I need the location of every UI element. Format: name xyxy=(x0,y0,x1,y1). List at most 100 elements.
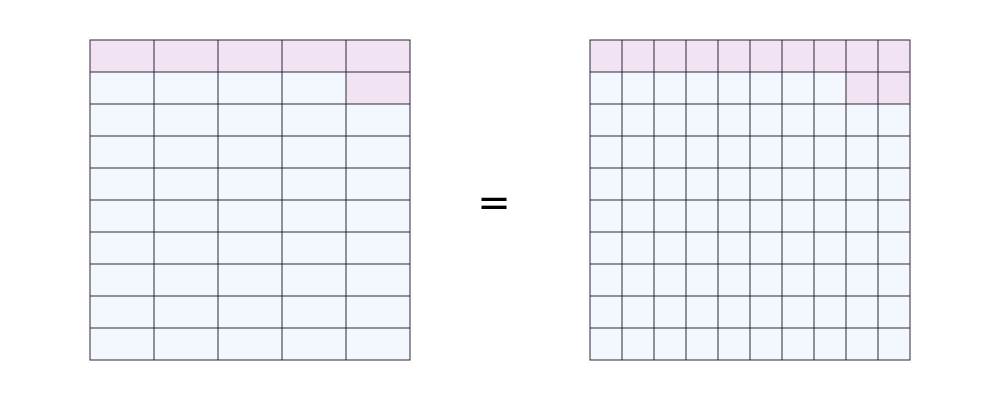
grid-cell xyxy=(813,327,847,361)
highlighted-cell xyxy=(749,39,783,73)
grid-cell xyxy=(781,71,815,105)
grid-cell xyxy=(217,295,283,329)
grid-cell xyxy=(653,295,687,329)
grid-cell xyxy=(89,71,155,105)
grid-cell xyxy=(281,231,347,265)
grid-cell xyxy=(845,263,879,297)
grid-cell xyxy=(153,103,219,137)
grid-cell xyxy=(685,167,719,201)
grid-cell xyxy=(653,263,687,297)
grid-cell xyxy=(345,135,411,169)
grid-cell xyxy=(217,199,283,233)
grid-cell xyxy=(89,135,155,169)
grid-cell xyxy=(877,295,911,329)
grid-cell xyxy=(781,231,815,265)
grid-cell xyxy=(621,71,655,105)
grid-cell xyxy=(281,199,347,233)
grid-cell xyxy=(153,295,219,329)
grid-cell xyxy=(653,71,687,105)
grid-cell xyxy=(217,135,283,169)
grid-cell xyxy=(281,103,347,137)
grid-cell xyxy=(217,263,283,297)
grid-cell xyxy=(345,199,411,233)
grid-cell xyxy=(749,263,783,297)
grid-cell xyxy=(845,295,879,329)
left-grid xyxy=(89,39,411,361)
grid-cell xyxy=(589,327,623,361)
grid-cell xyxy=(345,295,411,329)
grid-cell xyxy=(717,263,751,297)
grid-cell xyxy=(89,167,155,201)
grid-cell xyxy=(717,135,751,169)
grid-cell xyxy=(345,263,411,297)
grid-cell xyxy=(749,103,783,137)
grid-cell xyxy=(717,295,751,329)
highlighted-cell xyxy=(653,39,687,73)
grid-cell xyxy=(589,167,623,201)
grid-cell xyxy=(685,103,719,137)
grid-cell xyxy=(813,71,847,105)
grid-cell xyxy=(749,295,783,329)
grid-cell xyxy=(685,231,719,265)
grid-cell xyxy=(281,71,347,105)
grid-cell xyxy=(781,295,815,329)
grid-cell xyxy=(345,231,411,265)
highlighted-cell xyxy=(717,39,751,73)
grid-cell xyxy=(621,295,655,329)
grid-cell xyxy=(589,71,623,105)
grid-cell xyxy=(717,231,751,265)
grid-cell xyxy=(781,199,815,233)
grid-cell xyxy=(717,167,751,201)
grid-cell xyxy=(345,327,411,361)
grid-cell xyxy=(749,327,783,361)
grid-cell xyxy=(845,199,879,233)
grid-cell xyxy=(621,231,655,265)
equals-sign: = xyxy=(477,180,511,226)
grid-cell xyxy=(781,103,815,137)
grid-cell xyxy=(281,167,347,201)
grid-cell xyxy=(749,199,783,233)
grid-cell xyxy=(813,231,847,265)
grid-cell xyxy=(653,167,687,201)
highlighted-cell xyxy=(877,71,911,105)
highlighted-cell xyxy=(345,39,411,73)
grid-cell xyxy=(653,327,687,361)
grid-cell xyxy=(153,135,219,169)
grid-cell xyxy=(717,199,751,233)
grid-cell xyxy=(89,295,155,329)
highlighted-cell xyxy=(345,71,411,105)
grid-cell xyxy=(685,295,719,329)
grid-cell xyxy=(749,231,783,265)
grid-cell xyxy=(845,167,879,201)
highlighted-cell xyxy=(153,39,219,73)
grid-cell xyxy=(877,199,911,233)
grid-cell xyxy=(813,295,847,329)
grid-cell xyxy=(589,103,623,137)
grid-cell xyxy=(589,295,623,329)
grid-cell xyxy=(153,231,219,265)
grid-cell xyxy=(717,71,751,105)
grid-cell xyxy=(845,135,879,169)
grid-cell xyxy=(813,135,847,169)
grid-cell xyxy=(217,103,283,137)
grid-cell xyxy=(345,167,411,201)
grid-cell xyxy=(717,327,751,361)
grid-cell xyxy=(653,199,687,233)
grid-cell xyxy=(589,135,623,169)
grid-cell xyxy=(845,103,879,137)
grid-cell xyxy=(877,263,911,297)
grid-cell xyxy=(153,327,219,361)
grid-cell xyxy=(217,71,283,105)
highlighted-cell xyxy=(781,39,815,73)
grid-cell xyxy=(621,135,655,169)
grid-cell xyxy=(153,167,219,201)
highlighted-cell xyxy=(845,39,879,73)
grid-cell xyxy=(685,71,719,105)
highlighted-cell xyxy=(621,39,655,73)
grid-cell xyxy=(281,135,347,169)
grid-cell xyxy=(589,231,623,265)
highlighted-cell xyxy=(217,39,283,73)
highlighted-cell xyxy=(877,39,911,73)
grid-cell xyxy=(621,327,655,361)
